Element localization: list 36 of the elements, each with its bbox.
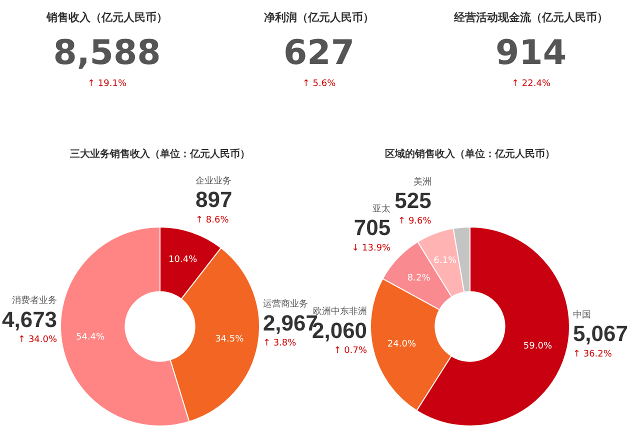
data-label: 705 (354, 215, 391, 240)
text: ↑ 36.2% (572, 349, 612, 360)
text: ↑ 0.7% (334, 346, 368, 356)
text: 6.1% (434, 256, 457, 266)
text: ↑ 19.1% (86, 79, 128, 89)
slice-label: 消费者业务 (12, 295, 58, 306)
slice-label: 中国 (572, 309, 591, 320)
text: 34.5% (215, 334, 244, 345)
chart-title: 三大业务销售收入（单位：亿元人民币） (69, 148, 251, 162)
text: 8.2% (407, 273, 430, 284)
text: 10.4% (168, 255, 198, 266)
text: 8,588 (52, 33, 162, 73)
text: ↑ 5.6% (301, 79, 337, 89)
text: 销售收入（亿元人民币） (45, 10, 168, 25)
text: ↑ 3.8% (262, 338, 296, 349)
text: 627 (282, 33, 356, 73)
chart-title: 区域的销售收入（单位：亿元人民币） (384, 148, 556, 162)
data-label: 4,673 (2, 306, 58, 332)
text: 24.0% (387, 339, 416, 350)
text: ↑ 9.6% (398, 216, 432, 226)
text: 914 (494, 33, 568, 73)
text: ↓ 13.9% (352, 243, 391, 254)
text: ↑ 22.4% (510, 79, 552, 89)
data-label: 897 (195, 186, 232, 212)
data-label: 5,067 (572, 321, 628, 346)
text: 净利润（亿元人民币） (263, 10, 375, 25)
slice-label: 美洲 (413, 176, 432, 188)
text: 59.0% (523, 342, 552, 352)
text: 经营活动现金流（亿元人民币） (452, 10, 609, 25)
text: ↑ 34.0% (18, 335, 58, 346)
text: 54.4% (76, 332, 105, 342)
slice-label: 企业业务 (195, 175, 232, 186)
data-label: 525 (394, 188, 432, 214)
text: ↑ 8.6% (195, 215, 229, 226)
slice-label: 亚太 (372, 203, 391, 214)
slice-label: 运营商业务 (262, 298, 308, 310)
